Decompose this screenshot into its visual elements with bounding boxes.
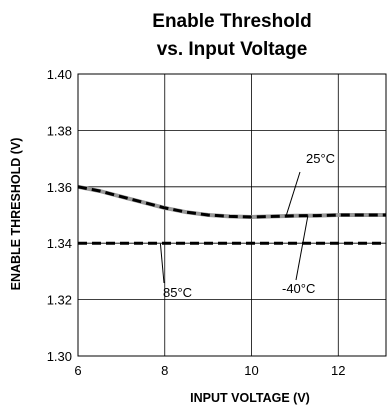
x-tick-label: 12: [331, 363, 345, 378]
annotation-label: 25°C: [306, 151, 335, 166]
x-tick-label: 10: [244, 363, 258, 378]
series-line-40c: [77, 185, 386, 219]
plot-frame: [77, 73, 387, 357]
y-axis-label: ENABLE THRESHOLD (V): [9, 138, 23, 291]
y-tick-labels: 1.30 1.32 1.34 1.36 1.38 1.40: [47, 67, 72, 364]
x-tick-label: 6: [74, 363, 81, 378]
y-tick-label: 1.40: [47, 67, 72, 82]
y-tick-label: 1.30: [47, 349, 72, 364]
annotation-label: 85°C: [163, 285, 192, 300]
annotations: 25°C -40°C 85°C: [159, 151, 335, 300]
y-tick-label: 1.36: [47, 180, 72, 195]
x-axis-label: INPUT VOLTAGE (V): [190, 391, 310, 405]
x-tick-label: 8: [161, 363, 168, 378]
annotation-leader: [295, 215, 309, 281]
annotation-leader: [159, 243, 165, 284]
chart-title-line2: vs. Input Voltage: [157, 39, 308, 60]
y-tick-label: 1.32: [47, 293, 72, 308]
y-tick-label: 1.38: [47, 123, 72, 138]
y-tick-label: 1.34: [47, 236, 72, 251]
series-line-25c: [77, 184, 386, 219]
annotation-label: -40°C: [282, 281, 315, 296]
series-lines: [77, 184, 386, 245]
x-tick-labels: 6 8 10 12: [74, 363, 345, 378]
chart-title-line1: Enable Threshold: [152, 11, 311, 32]
annotation-leader: [285, 171, 301, 216]
